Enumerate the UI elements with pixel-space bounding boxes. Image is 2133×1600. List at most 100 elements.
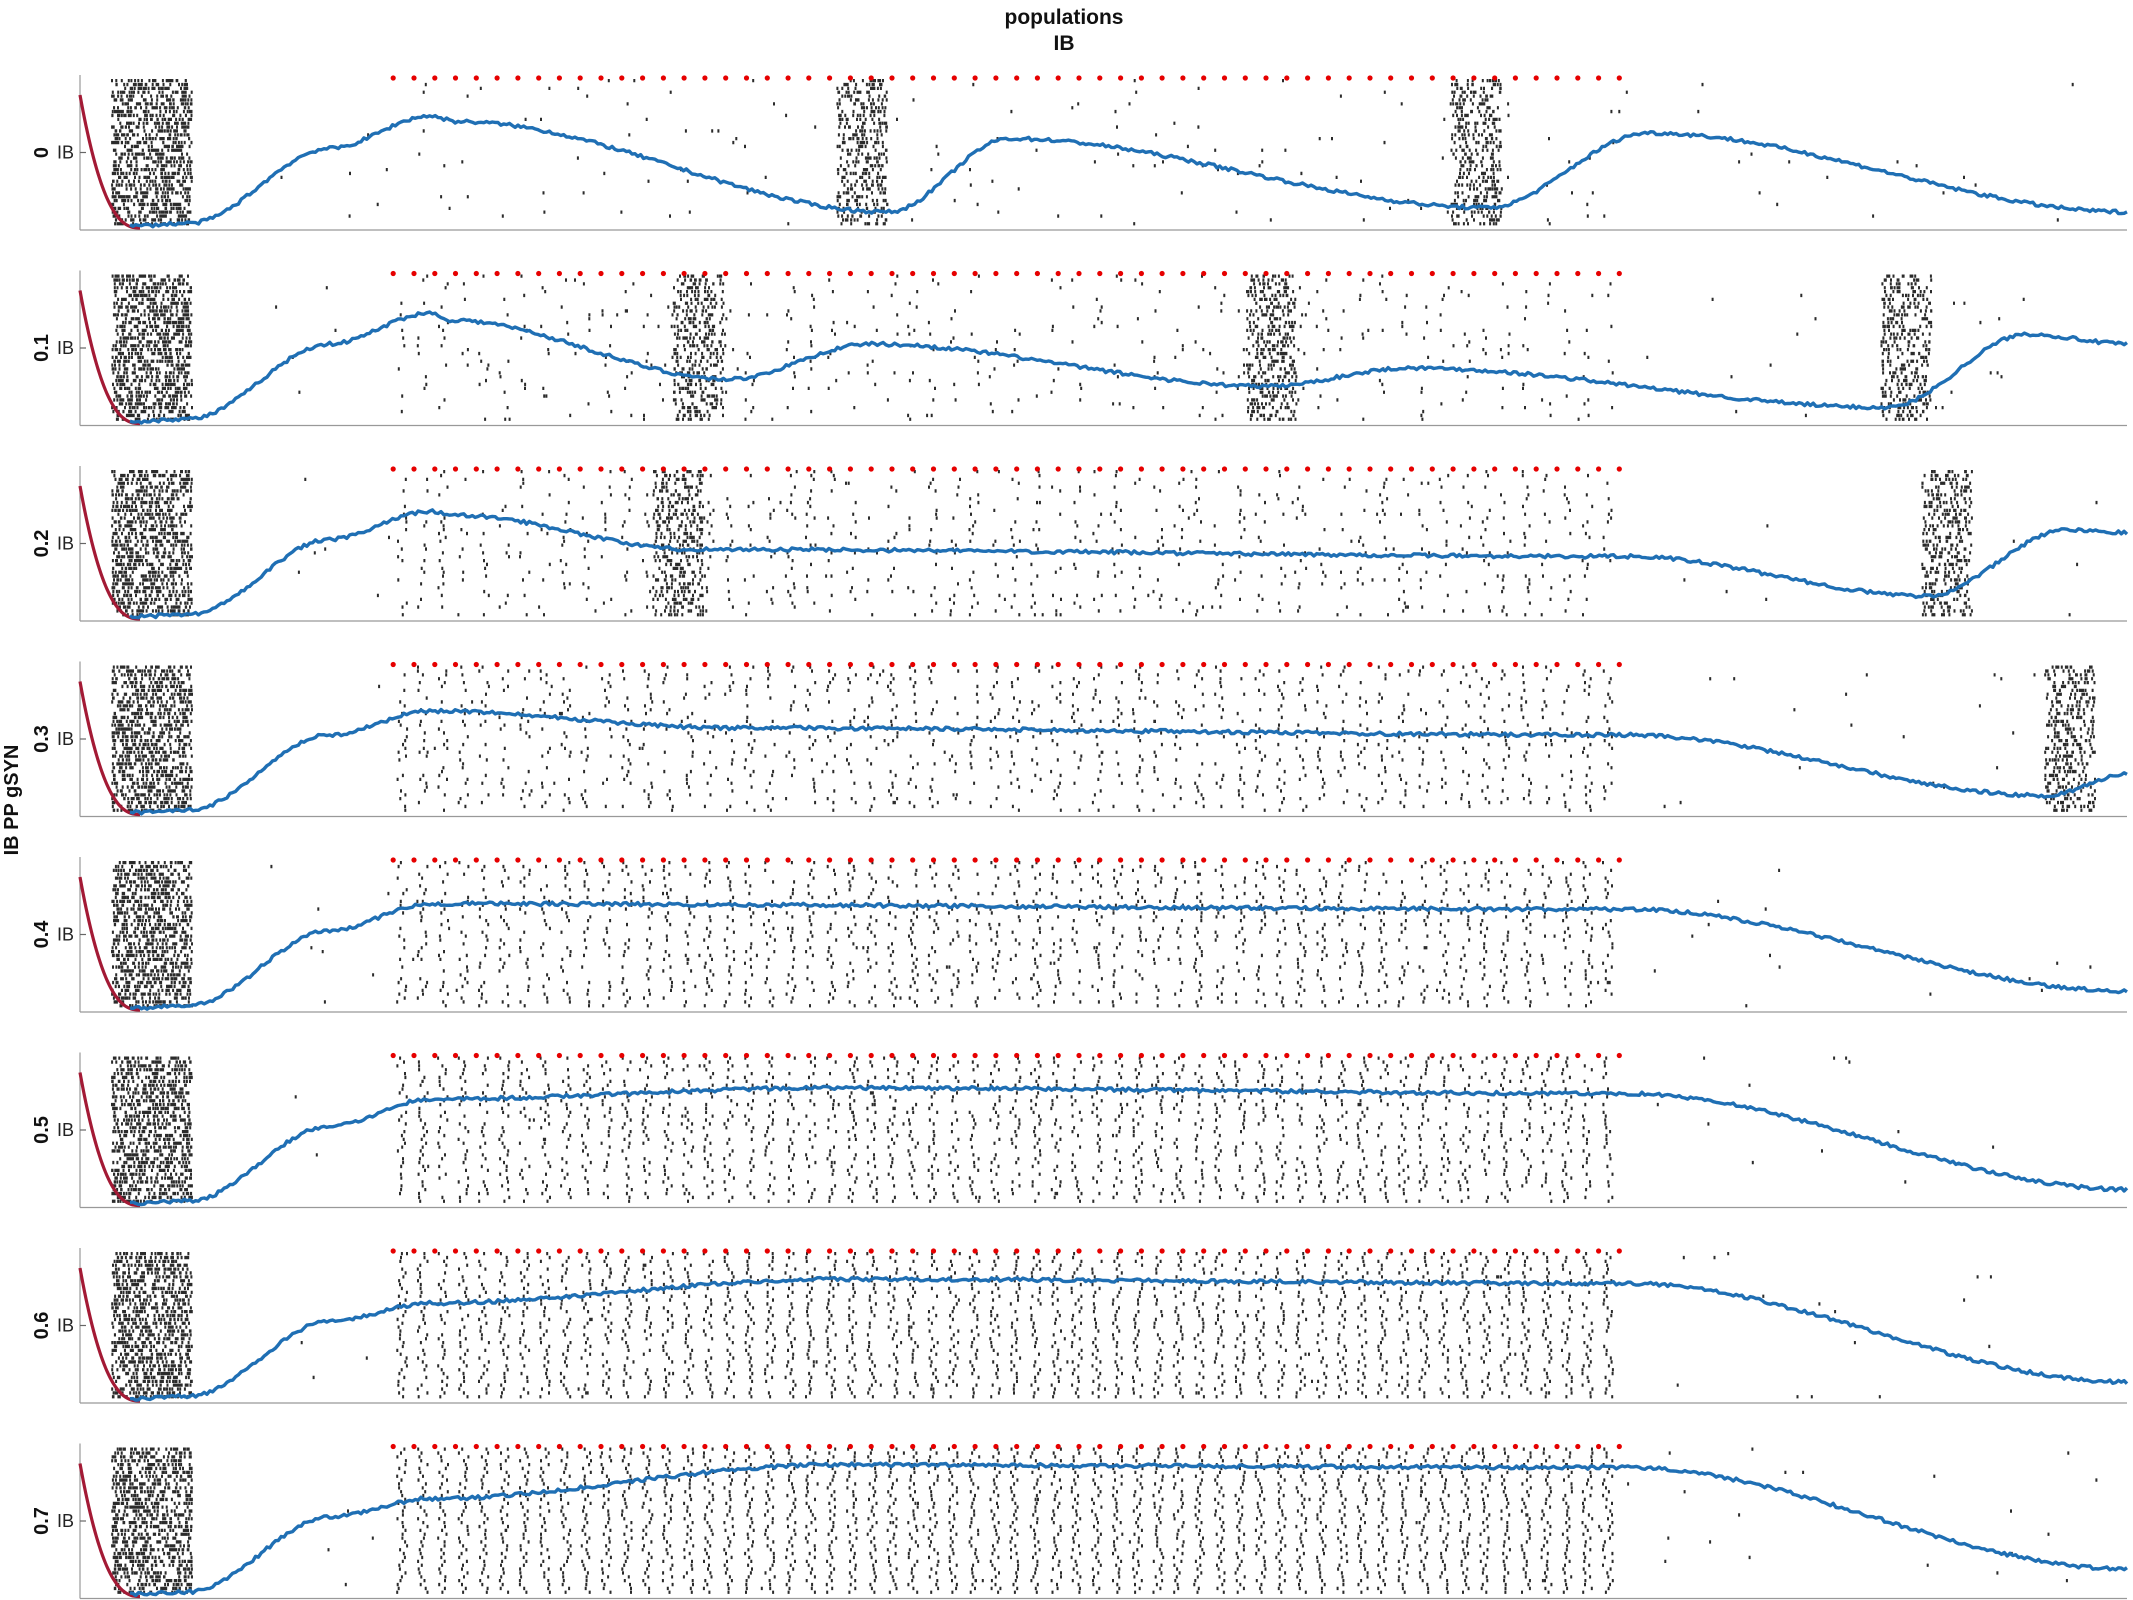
stimulus-marker [993, 75, 999, 81]
stimulus-marker [1180, 75, 1186, 81]
stimulus-marker [577, 270, 583, 277]
panel-0.1: 0.1 IB [31, 270, 2128, 427]
stimulus-marker [1596, 1052, 1602, 1059]
stimulus-marker [785, 857, 791, 863]
stimulus-marker [723, 1248, 729, 1254]
stimulus-marker [1221, 270, 1228, 277]
stimulus-marker [1616, 1443, 1622, 1450]
figure-title-line2: IB [1054, 32, 1075, 55]
stimulus-marker [1471, 1248, 1477, 1254]
stimulus-marker [1616, 1052, 1622, 1059]
stimulus-marker [1138, 1052, 1144, 1059]
stimulus-marker [785, 1052, 791, 1059]
stimulus-marker [930, 1443, 937, 1450]
stimulus-marker [806, 1248, 812, 1254]
stimulus-marker [1159, 857, 1165, 863]
stimulus-marker [432, 661, 438, 668]
stimulus-marker [1554, 1443, 1560, 1450]
stimulus-marker [743, 270, 750, 277]
stimulus-marker [1346, 75, 1352, 81]
stimulus-marker [1180, 270, 1186, 277]
stimulus-marker [1367, 466, 1373, 472]
stimulus-marker [598, 270, 604, 277]
stimulus-marker [1346, 857, 1352, 863]
stimulus-marker [411, 661, 417, 668]
stimulus-marker [1242, 75, 1248, 81]
envelope-line [129, 1461, 2128, 1598]
stimulus-marker [681, 75, 687, 81]
stimulus-marker [619, 857, 625, 863]
stimulus-marker [494, 661, 500, 668]
stimulus-marker [1242, 1052, 1248, 1059]
stimulus-marker [1388, 661, 1394, 668]
stimulus-marker [1138, 466, 1144, 472]
spike-raster [111, 1252, 1992, 1399]
stimulus-marker [556, 466, 563, 472]
stimulus-marker [452, 75, 459, 81]
stimulus-marker [494, 857, 500, 863]
stimulus-marker [1263, 661, 1269, 668]
stimulus-marker [1055, 857, 1061, 863]
stimulus-marker [1450, 1443, 1456, 1450]
stimulus-marker [1221, 1052, 1228, 1059]
stimulus-marker [1450, 466, 1456, 472]
stimulus-marker [743, 1248, 750, 1254]
stimulus-marker [640, 1052, 646, 1059]
population-label: IB [57, 143, 74, 163]
stimulus-marker [1242, 661, 1248, 668]
stimulus-marker [660, 857, 667, 863]
row-label: 0.2 [31, 530, 53, 558]
stimulus-marker [1325, 75, 1331, 81]
stimulus-markers [390, 75, 1622, 81]
stimulus-marker [577, 75, 583, 81]
stimulus-marker [1076, 1052, 1082, 1059]
stimulus-marker [1554, 75, 1560, 81]
stimulus-marker [910, 1248, 916, 1254]
stimulus-marker [1325, 1443, 1331, 1450]
stimulus-marker [951, 270, 957, 277]
stimulus-marker [494, 1052, 500, 1059]
stimulus-marker [1533, 75, 1539, 81]
stimulus-marker [1367, 270, 1373, 277]
initial-transient-line [78, 1463, 140, 1599]
row-label: 0.1 [31, 334, 53, 362]
stimulus-marker [577, 1052, 583, 1059]
spike-ticks [111, 665, 2096, 812]
spike-ticks [111, 274, 2025, 421]
stimulus-marker [1305, 661, 1311, 668]
spike-ticks [111, 861, 2092, 1008]
stimulus-marker [1305, 270, 1311, 277]
stimulus-marker [868, 270, 874, 277]
stimulus-marker [1616, 1248, 1622, 1254]
stimulus-marker [515, 466, 521, 472]
row-label: 0.4 [31, 920, 53, 949]
stimulus-marker [640, 661, 646, 668]
stimulus-marker [1180, 857, 1186, 863]
population-label: IB [57, 338, 74, 358]
stimulus-marker [556, 270, 563, 277]
stimulus-marker [598, 466, 604, 472]
stimulus-marker [1305, 466, 1311, 472]
stimulus-marker [1325, 661, 1331, 668]
spike-raster [111, 861, 2092, 1008]
stimulus-marker [681, 857, 687, 863]
stimulus-marker [1325, 270, 1331, 277]
stimulus-marker [1512, 75, 1518, 81]
stimulus-marker [1596, 466, 1602, 472]
stimulus-marker [764, 270, 770, 277]
stimulus-marker [1284, 1248, 1290, 1254]
stimulus-marker [1014, 75, 1020, 81]
stimulus-marker [764, 1248, 770, 1254]
stimulus-marker [1138, 75, 1144, 81]
stimulus-marker [1138, 857, 1144, 863]
stimulus-marker [951, 1443, 957, 1450]
stimulus-marker [411, 466, 417, 472]
spike-raster [111, 665, 2096, 812]
stimulus-marker [681, 466, 687, 472]
stimulus-marker [1554, 857, 1560, 863]
stimulus-marker [743, 466, 750, 472]
stimulus-marker [660, 661, 667, 668]
stimulus-marker [1471, 1443, 1477, 1450]
stimulus-marker [1450, 1248, 1456, 1254]
